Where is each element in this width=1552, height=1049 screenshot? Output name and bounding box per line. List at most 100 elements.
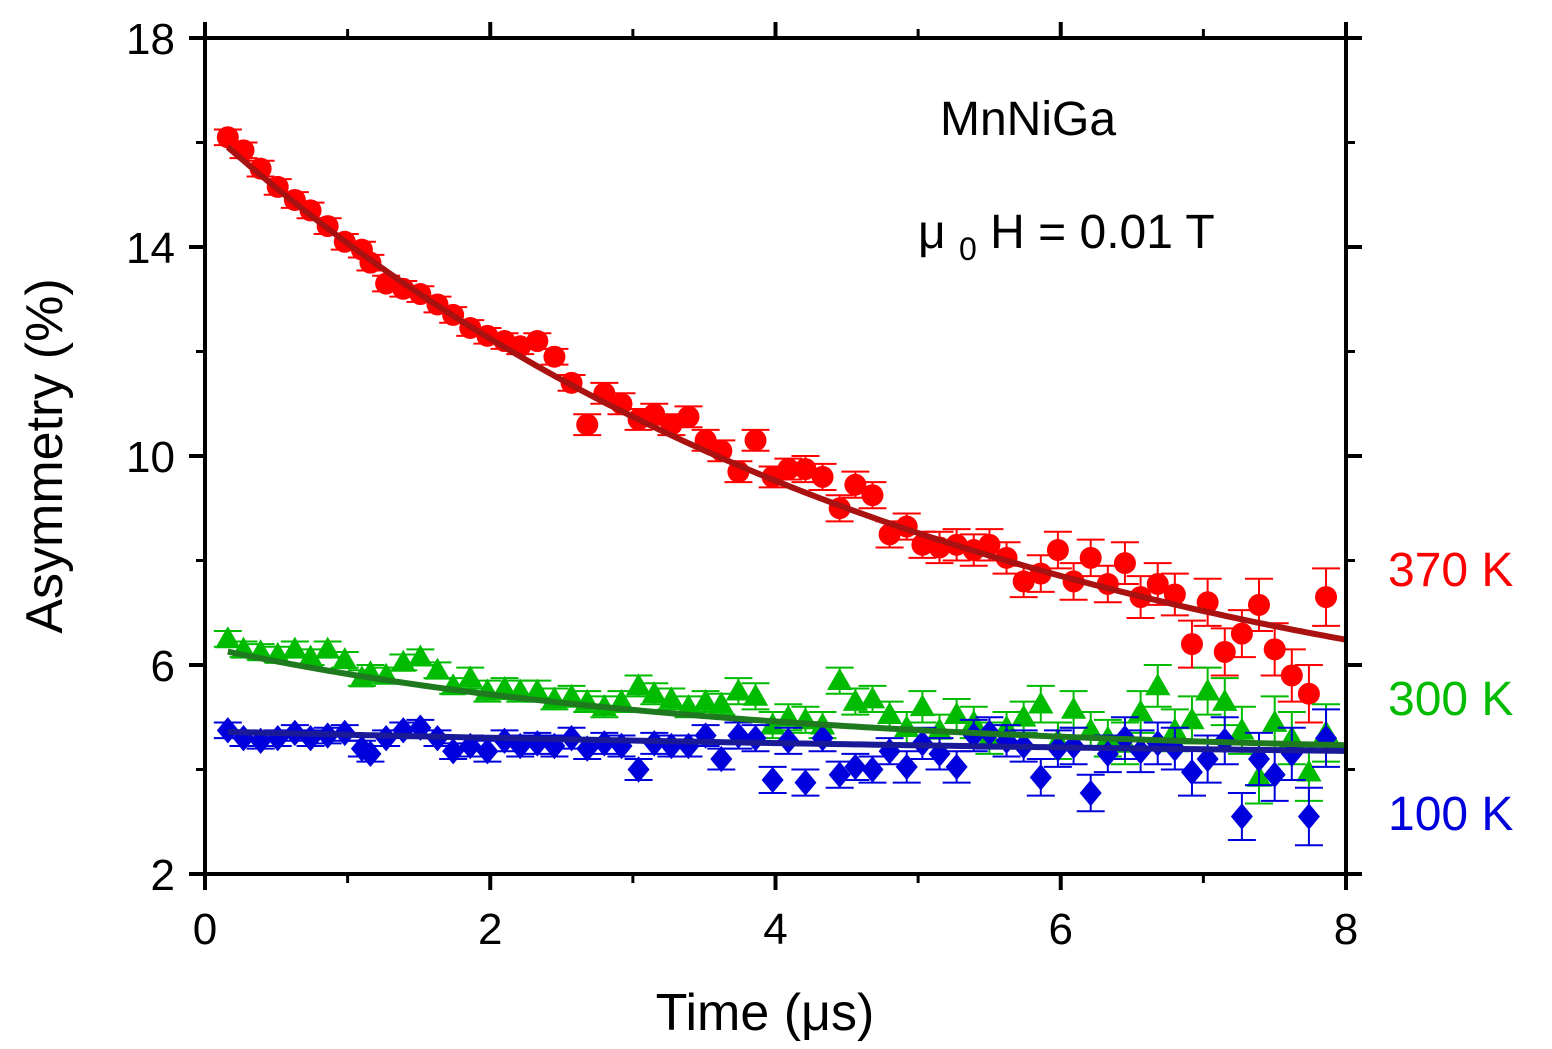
data-point bbox=[524, 678, 550, 701]
data-point bbox=[627, 756, 650, 783]
data-point bbox=[1247, 593, 1270, 616]
data-point bbox=[876, 701, 903, 724]
series-label-370k: 370 K bbox=[1388, 544, 1513, 597]
data-point bbox=[677, 405, 700, 428]
data-point bbox=[1163, 583, 1186, 606]
fit-curve-300k bbox=[227, 648, 1347, 749]
field-annotation-subscript: 0 bbox=[959, 231, 977, 267]
data-point bbox=[710, 745, 733, 773]
data-point bbox=[332, 647, 358, 670]
data-point bbox=[625, 673, 652, 696]
data-point bbox=[641, 681, 667, 704]
sample-annotation: MnNiGa bbox=[940, 93, 1116, 146]
data-point bbox=[1315, 586, 1338, 609]
data-point bbox=[1078, 717, 1104, 740]
data-point bbox=[878, 738, 901, 765]
data-point bbox=[1247, 745, 1270, 773]
data-point bbox=[909, 694, 936, 717]
data-point bbox=[777, 458, 800, 481]
data-point bbox=[1127, 699, 1154, 722]
data-point bbox=[692, 688, 719, 711]
data-point bbox=[694, 722, 717, 749]
data-point bbox=[895, 753, 918, 781]
x-tick-label: 2 bbox=[478, 905, 502, 954]
data-point bbox=[457, 665, 483, 688]
field-annotation-prefix: μ bbox=[918, 206, 946, 259]
data-point bbox=[978, 533, 1001, 556]
data-point bbox=[1180, 633, 1203, 656]
data-point bbox=[1029, 764, 1052, 791]
data-point bbox=[1297, 682, 1320, 705]
data-point bbox=[282, 636, 308, 659]
data-point bbox=[1145, 673, 1171, 696]
y-tick-label: 18 bbox=[126, 15, 175, 64]
data-point bbox=[1180, 758, 1203, 786]
data-point bbox=[761, 766, 784, 794]
data-point bbox=[442, 738, 465, 765]
plot-layer bbox=[213, 126, 1347, 847]
data-point bbox=[995, 727, 1018, 754]
data-point bbox=[1179, 707, 1205, 730]
data-point bbox=[742, 683, 769, 706]
data-point bbox=[526, 330, 549, 353]
data-point bbox=[1012, 570, 1035, 593]
data-point bbox=[610, 732, 633, 760]
data-point bbox=[359, 740, 382, 768]
field-annotation-suffix: H = 0.01 T bbox=[990, 206, 1215, 259]
data-point bbox=[1079, 779, 1102, 807]
data-point bbox=[708, 691, 734, 714]
data-point bbox=[1046, 539, 1069, 562]
data-point bbox=[476, 738, 499, 765]
data-point bbox=[1230, 622, 1253, 645]
data-point bbox=[350, 735, 373, 762]
data-point bbox=[593, 730, 616, 757]
y-tick-label: 2 bbox=[151, 851, 175, 900]
y-tick-label: 14 bbox=[126, 224, 175, 273]
data-point bbox=[658, 686, 685, 709]
field-annotation: μ 0 H = 0.01 T bbox=[918, 206, 1215, 271]
data-point bbox=[1060, 696, 1087, 719]
data-point bbox=[1011, 704, 1037, 727]
data-point bbox=[1296, 759, 1322, 782]
data-point bbox=[727, 722, 750, 749]
data-point bbox=[409, 714, 432, 741]
data-point bbox=[509, 732, 532, 760]
x-tick-label: 0 bbox=[193, 905, 217, 954]
data-point bbox=[844, 473, 867, 496]
data-point bbox=[1212, 688, 1238, 711]
series-label-300k: 300 K bbox=[1388, 673, 1513, 726]
data-point bbox=[861, 484, 884, 507]
data-point bbox=[1195, 678, 1221, 701]
data-point bbox=[725, 678, 752, 701]
data-point bbox=[811, 465, 834, 488]
data-point bbox=[576, 413, 599, 436]
fit-curve-100k bbox=[227, 728, 1347, 754]
fit-curve-370k bbox=[225, 144, 1347, 643]
x-tick-label: 6 bbox=[1049, 905, 1073, 954]
data-point bbox=[1263, 761, 1286, 788]
data-point bbox=[424, 657, 451, 680]
data-point bbox=[1146, 573, 1169, 596]
x-axis-label: Time (μs) bbox=[656, 984, 875, 1042]
data-point bbox=[1229, 717, 1255, 740]
y-tick-label: 6 bbox=[151, 642, 175, 691]
data-point bbox=[1113, 552, 1136, 575]
data-point bbox=[1079, 546, 1102, 569]
data-point bbox=[407, 644, 434, 667]
data-point bbox=[1213, 640, 1236, 663]
data-point bbox=[543, 345, 566, 368]
y-axis-label: Asymmetry (%) bbox=[16, 278, 74, 633]
data-point bbox=[677, 732, 700, 760]
data-point bbox=[459, 732, 482, 760]
data-point bbox=[794, 769, 817, 796]
data-point bbox=[928, 740, 951, 768]
data-point bbox=[744, 429, 767, 452]
data-point bbox=[1280, 664, 1303, 687]
data-point bbox=[216, 717, 239, 744]
data-point bbox=[249, 727, 272, 754]
data-point bbox=[660, 732, 683, 760]
data-point bbox=[543, 732, 566, 760]
data-point bbox=[232, 724, 255, 752]
